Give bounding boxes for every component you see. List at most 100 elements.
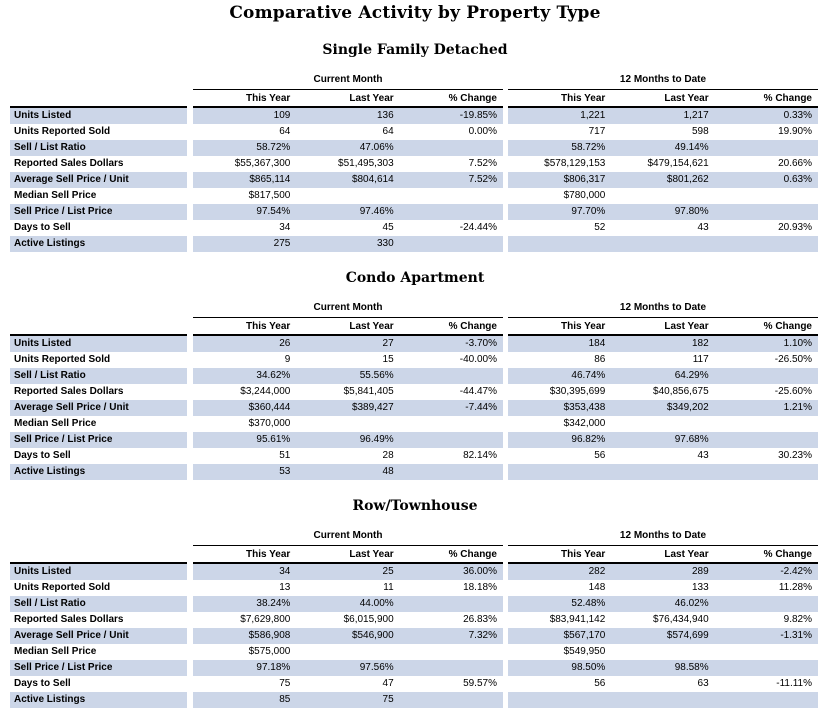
cell-cm-this-year: 97.18% xyxy=(193,660,297,676)
cell-ytd-this-year: 1,221 xyxy=(507,106,612,124)
column-gap xyxy=(502,368,508,384)
cell-cm-last-year: 47.06% xyxy=(296,140,400,156)
cell-ytd-last-year: $349,202 xyxy=(611,400,715,416)
cell-ytd-pct-change xyxy=(714,692,818,708)
cell-ytd-last-year: 182 xyxy=(611,334,715,352)
cell-cm-this-year: 13 xyxy=(279,582,291,593)
cell-ytd-pct-change: 20.66% xyxy=(778,158,812,169)
cell-cm-this-year: 75 xyxy=(279,678,291,689)
row-label: Days to Sell xyxy=(14,678,71,689)
table-row: Sell / List Ratio 34.62% 55.56% 46.74% 64.29… xyxy=(10,368,818,384)
cell-ytd-last-year: 98.58% xyxy=(611,660,715,676)
row-label: Reported Sales Dollars xyxy=(14,614,124,625)
table-row: Units Listed 109 136 -19.85% 1,221 1,217 0.33% xyxy=(10,106,818,124)
cell-cm-this-year: $55,367,300 xyxy=(234,158,291,169)
cell-cm-last-year: 96.49% xyxy=(296,432,400,448)
table-row: Days to Sell 75 47 59.57% 56 63 -11.11% xyxy=(10,676,818,692)
cell-cm-pct-change: -3.70% xyxy=(399,334,503,352)
cell-ytd-this-year: 56 xyxy=(594,678,606,689)
table-row: Average Sell Price / Unit $865,114 $804,61… xyxy=(10,172,818,188)
cell-cm-last-year: $804,614 xyxy=(296,172,400,188)
cell-ytd-last-year: $76,434,940 xyxy=(653,614,709,625)
column-header-row: This Year Last Year % Change This Year L… xyxy=(10,545,818,563)
cell-ytd-this-year: 86 xyxy=(594,354,606,365)
cell-cm-last-year: 97.56% xyxy=(296,660,400,676)
column-gap xyxy=(187,107,193,124)
column-gap xyxy=(187,448,193,464)
column-gap xyxy=(502,416,508,432)
cell-ytd-last-year: 63 xyxy=(697,678,709,689)
cell-cm-this-year: $360,444 xyxy=(193,400,297,416)
row-label: Units Reported Sold xyxy=(14,582,111,593)
column-gap xyxy=(187,172,193,188)
row-label: Units Reported Sold xyxy=(14,354,111,365)
cell-ytd-this-year: $83,941,142 xyxy=(549,614,606,625)
cell-ytd-pct-change: 20.93% xyxy=(778,222,812,233)
cell-cm-this-year: 58.72% xyxy=(193,140,297,156)
cell-ytd-last-year: 49.14% xyxy=(611,140,715,156)
section-title: Row/Townhouse xyxy=(352,498,478,514)
cell-ytd-last-year xyxy=(611,644,714,660)
column-gap xyxy=(502,464,508,480)
column-gap xyxy=(187,400,193,416)
cell-cm-pct-change: -40.00% xyxy=(459,354,497,365)
column-header-cm-this-year: This Year xyxy=(246,549,291,560)
cell-cm-pct-change: -19.85% xyxy=(399,106,503,124)
cell-cm-last-year: 45 xyxy=(382,222,394,233)
cell-ytd-this-year: 56 xyxy=(594,450,606,461)
cell-cm-last-year: $546,900 xyxy=(296,628,400,644)
cell-cm-this-year: 97.54% xyxy=(193,204,297,220)
column-header-ytd-pct-change: % Change xyxy=(763,549,812,560)
column-gap xyxy=(187,384,193,400)
column-header-ytd-this-year: This Year xyxy=(561,549,606,560)
cell-cm-pct-change xyxy=(400,644,503,660)
column-gap xyxy=(502,612,508,628)
column-gap xyxy=(502,188,508,204)
column-header-ytd-last-year: Last Year xyxy=(664,93,709,104)
cell-ytd-this-year: $342,000 xyxy=(563,418,606,429)
cell-ytd-this-year: $806,317 xyxy=(507,172,612,188)
cell-cm-this-year: 64 xyxy=(279,126,291,137)
column-gap xyxy=(187,612,193,628)
cell-cm-last-year: 55.56% xyxy=(296,368,400,384)
cell-ytd-this-year: $578,129,153 xyxy=(544,158,606,169)
cell-cm-pct-change xyxy=(399,432,503,448)
column-gap xyxy=(502,448,508,464)
column-group-row: Current Month 12 Months to Date xyxy=(10,300,818,318)
column-gap xyxy=(187,352,193,368)
cell-cm-pct-change: 7.32% xyxy=(399,628,503,644)
column-header-cm-last-year: Last Year xyxy=(349,321,394,332)
cell-cm-this-year: 38.24% xyxy=(193,596,297,612)
column-group-12-months-to-date: 12 Months to Date xyxy=(507,300,818,318)
cell-cm-last-year: $389,427 xyxy=(296,400,400,416)
cell-ytd-last-year: 1,217 xyxy=(611,106,715,124)
row-label: Days to Sell xyxy=(14,450,71,461)
column-gap xyxy=(502,528,508,546)
cell-cm-this-year: $865,114 xyxy=(193,172,297,188)
cell-ytd-pct-change xyxy=(714,432,818,448)
cell-ytd-last-year xyxy=(611,464,715,480)
cell-cm-pct-change xyxy=(399,204,503,220)
column-gap xyxy=(502,384,508,400)
cell-ytd-pct-change: -25.60% xyxy=(774,386,812,397)
row-label: Reported Sales Dollars xyxy=(14,158,124,169)
row-label: Reported Sales Dollars xyxy=(14,386,124,397)
column-gap xyxy=(502,156,508,172)
cell-cm-this-year: 34 xyxy=(279,222,291,233)
column-gap xyxy=(187,188,193,204)
column-header-ytd-this-year: This Year xyxy=(561,93,606,104)
column-gap xyxy=(187,204,193,220)
column-gap xyxy=(502,596,508,612)
cell-ytd-last-year: 598 xyxy=(691,126,709,137)
column-gap xyxy=(502,628,508,644)
cell-cm-pct-change xyxy=(399,692,503,708)
cell-cm-pct-change: -24.44% xyxy=(459,222,497,233)
cell-cm-this-year: 275 xyxy=(193,236,297,252)
cell-ytd-pct-change xyxy=(714,368,818,384)
column-gap xyxy=(187,528,193,546)
cell-cm-last-year: 11 xyxy=(383,582,394,593)
column-gap xyxy=(187,545,193,563)
column-gap xyxy=(187,416,193,432)
column-header-ytd-this-year: This Year xyxy=(561,321,606,332)
column-group-12-months-to-date: 12 Months to Date xyxy=(507,528,818,546)
